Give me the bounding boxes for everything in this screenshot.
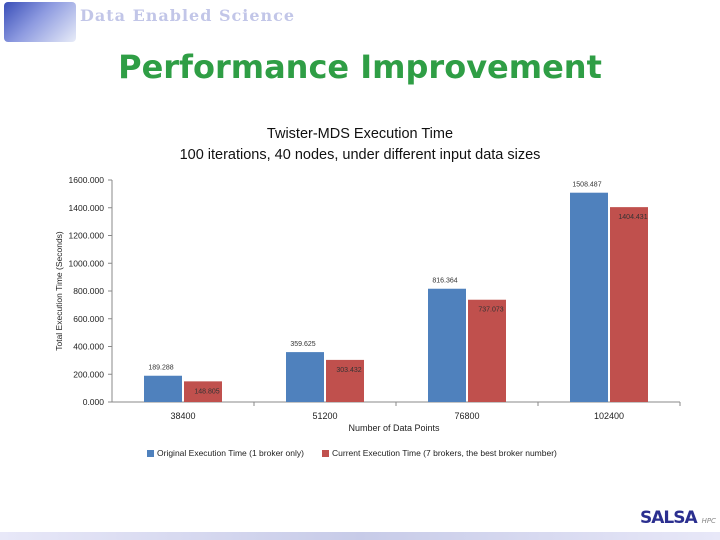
data-label: 189.288 xyxy=(148,365,173,372)
data-label: 148.805 xyxy=(194,388,219,395)
x-tick-label: 38400 xyxy=(170,411,195,421)
data-label: 1404.431 xyxy=(618,214,647,221)
y-axis-label: Total Execution Time (Seconds) xyxy=(54,231,64,351)
bar-original xyxy=(570,192,608,402)
chart-title-line2: 100 iterations, 40 nodes, under differen… xyxy=(179,147,541,163)
data-label: 816.364 xyxy=(432,278,457,285)
data-label: 303.432 xyxy=(336,367,361,374)
bar-current xyxy=(610,207,648,402)
footer-bar xyxy=(0,532,720,540)
legend-entry: Current Execution Time (7 brokers, the b… xyxy=(332,448,557,458)
legend-swatch xyxy=(322,450,329,457)
header-logo-graphic xyxy=(4,2,76,42)
x-tick-label: 102400 xyxy=(594,411,624,421)
y-tick-label: 200.000 xyxy=(73,369,104,379)
salsa-logo: SALSA HPC xyxy=(640,508,716,528)
bar-original xyxy=(428,288,466,402)
y-tick-label: 1000.000 xyxy=(69,258,105,268)
bar-chart: 0.000 200.000 400.000 600.000 800.000 1000.00… xyxy=(54,175,681,458)
data-label: 359.625 xyxy=(290,341,315,348)
y-tick-label: 1600.000 xyxy=(69,175,105,185)
data-label: 1508.487 xyxy=(572,182,601,189)
x-axis-label: Number of Data Points xyxy=(348,423,440,433)
y-tick-label: 0.000 xyxy=(83,397,105,407)
chart-title: Twister-MDS Execution Time 100 iteration… xyxy=(0,124,720,166)
data-label: 737.073 xyxy=(478,307,503,314)
y-tick-label: 600.000 xyxy=(73,314,104,324)
x-tick-label: 51200 xyxy=(312,411,337,421)
bar-current xyxy=(184,381,222,402)
header-title: Data Enabled Science xyxy=(80,6,296,25)
chart-title-line1: Twister-MDS Execution Time xyxy=(266,126,454,142)
bar-original xyxy=(144,375,182,402)
page-title: Performance Improvement xyxy=(118,48,602,86)
y-tick-label: 1200.000 xyxy=(69,231,105,241)
y-tick-label: 1400.000 xyxy=(69,203,105,213)
salsa-logo-sub: HPC xyxy=(701,517,716,525)
y-tick-label: 800.000 xyxy=(73,286,104,296)
legend-swatch xyxy=(147,450,154,457)
salsa-logo-text: SALSA xyxy=(640,508,698,528)
bar-current xyxy=(468,299,506,402)
y-tick-label: 400.000 xyxy=(73,342,104,352)
legend-entry: Original Execution Time (1 broker only) xyxy=(157,448,304,458)
x-tick-label: 76800 xyxy=(454,411,479,421)
bar-current xyxy=(326,359,364,402)
bar-original xyxy=(286,352,324,402)
